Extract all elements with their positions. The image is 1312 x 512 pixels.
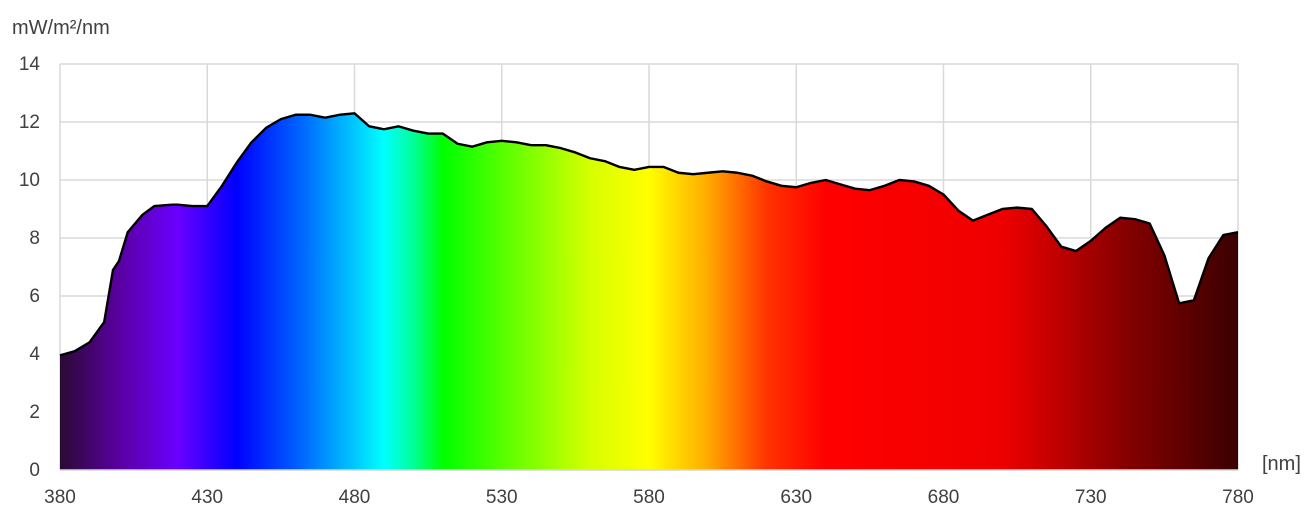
y-axis-unit-label: mW/m²/nm — [12, 17, 110, 39]
y-tick-label: 2 — [29, 402, 40, 423]
y-tick-label: 0 — [29, 460, 40, 481]
y-tick-label: 10 — [19, 170, 40, 191]
x-tick-label: 780 — [1222, 487, 1254, 508]
y-tick-label: 14 — [19, 54, 41, 75]
y-tick-label: 6 — [29, 286, 40, 307]
y-tick-label: 8 — [29, 228, 40, 249]
x-tick-label: 480 — [339, 487, 371, 508]
y-tick-labels: 0 2 4 6 8 10 12 14 — [19, 54, 41, 481]
x-tick-label: 730 — [1075, 487, 1107, 508]
y-tick-label: 12 — [19, 112, 40, 133]
x-tick-label: 630 — [780, 487, 812, 508]
spectrum-line — [59, 112, 1239, 357]
x-axis-unit-label: [nm] — [1262, 453, 1301, 475]
y-tick-label: 4 — [29, 344, 40, 365]
x-tick-label: 580 — [633, 487, 665, 508]
x-tick-labels: 380 430 480 530 580 630 680 730 780 — [44, 487, 1254, 508]
x-tick-label: 430 — [191, 487, 223, 508]
x-tick-label: 380 — [44, 487, 76, 508]
x-tick-label: 530 — [486, 487, 518, 508]
x-tick-label: 680 — [928, 487, 960, 508]
spectrum-area — [60, 113, 1238, 471]
